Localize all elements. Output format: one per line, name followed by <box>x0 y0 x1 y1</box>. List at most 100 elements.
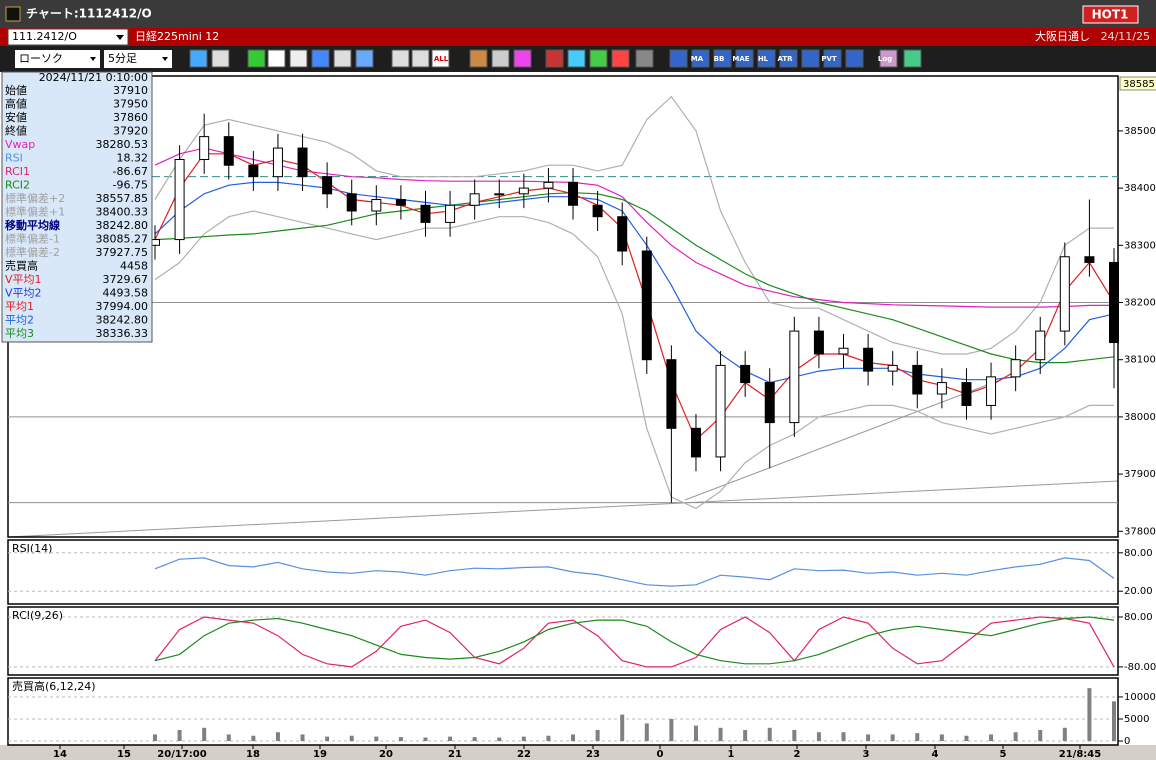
volume-bar <box>300 734 305 742</box>
y-tick-label: 0 <box>1124 736 1130 747</box>
candle-body <box>764 382 775 424</box>
x-tick-label: 22 <box>517 749 531 760</box>
candle-body <box>297 147 308 178</box>
symbol-combo[interactable] <box>7 28 129 46</box>
indicator-line <box>154 192 1115 364</box>
volume-bar <box>767 727 772 742</box>
info-label: 平均2 <box>5 314 34 327</box>
info-value: 37910 <box>113 84 148 97</box>
info-label: 売買高 <box>5 259 38 273</box>
toolbar-icon[interactable] <box>289 49 308 68</box>
indicator-line <box>154 210 1114 510</box>
volume-bar <box>743 730 748 742</box>
volume-bar <box>448 736 453 742</box>
icon-label: Log <box>878 55 892 63</box>
x-tick-label: 18 <box>246 749 260 760</box>
hot-button[interactable] <box>1082 5 1139 24</box>
hot-label: HOT1 <box>1092 8 1129 22</box>
interval: 5分足 <box>108 52 137 65</box>
symbol: 111.2412/O <box>12 30 77 43</box>
toolbar-icon[interactable] <box>903 49 922 68</box>
y-tick-label: 38400 <box>1124 183 1156 194</box>
y-tick-label: 80.00 <box>1124 612 1153 623</box>
volume-bar <box>669 718 674 742</box>
info-label: 高値 <box>5 97 27 111</box>
toolbar-icon[interactable] <box>635 49 654 68</box>
toolbar-icon[interactable] <box>669 49 688 68</box>
toolbar-icon[interactable] <box>411 49 430 68</box>
candle-body <box>690 427 701 458</box>
candle-body <box>445 204 456 223</box>
toolbar-icon[interactable] <box>801 49 820 68</box>
volume-bar <box>792 730 797 742</box>
volume-bar <box>275 732 280 742</box>
toolbar-icon[interactable] <box>823 49 842 68</box>
volume-bar <box>718 727 723 742</box>
info-label: 平均3 <box>5 327 34 340</box>
y-tick-label: 38200 <box>1124 297 1156 308</box>
pane-label: 売買高(6,12,24) <box>12 679 96 693</box>
date: 24/11/25 <box>1101 30 1150 43</box>
icon-label: ATR <box>777 55 793 63</box>
candle-body <box>248 164 259 178</box>
app-icon <box>5 6 21 22</box>
interval-combo[interactable] <box>104 50 172 68</box>
info-value: -86.67 <box>113 165 148 178</box>
info-value: 38085.27 <box>96 233 149 246</box>
toolbar-icon[interactable] <box>611 49 630 68</box>
candle-body <box>715 364 726 458</box>
volume-bar <box>693 725 698 742</box>
candle-body <box>1010 359 1021 378</box>
toolbar-icon[interactable] <box>545 49 564 68</box>
market: 大阪日通し <box>1035 29 1090 43</box>
toolbar-icon[interactable] <box>735 49 754 68</box>
toolbar-icon[interactable] <box>589 49 608 68</box>
y-tick-label: 38300 <box>1124 240 1156 251</box>
indicator-line <box>154 616 1115 668</box>
info-value: 37950 <box>113 98 148 111</box>
toolbar-icon[interactable] <box>779 49 798 68</box>
volume-bar <box>890 734 895 742</box>
price-marker <box>1119 76 1156 91</box>
toolbar-icon[interactable] <box>469 49 488 68</box>
toolbar-icon[interactable] <box>211 49 230 68</box>
toolbar-icon[interactable] <box>333 49 352 68</box>
candle-body <box>199 136 210 161</box>
info-label: 標準偏差-2 <box>5 245 60 259</box>
toolbar-icon[interactable] <box>567 49 586 68</box>
toolbar-icon[interactable] <box>431 49 450 68</box>
info-label: 始値 <box>5 83 27 97</box>
candle-body <box>568 181 579 206</box>
toolbar-icon[interactable] <box>311 49 330 68</box>
toolbar-icon[interactable] <box>355 49 374 68</box>
toolbar-icon[interactable] <box>247 49 266 68</box>
info-label: 標準偏差+1 <box>5 205 65 219</box>
pane-label: RSI(14) <box>12 542 52 555</box>
toolbar-icon[interactable] <box>879 49 898 68</box>
toolbar-icon[interactable] <box>491 49 510 68</box>
candle-body <box>1109 261 1119 344</box>
info-value: 4458 <box>120 260 148 273</box>
chart-type-combo[interactable] <box>15 50 100 68</box>
info-value: 38242.80 <box>96 219 149 232</box>
price-marker-label: 38585 <box>1123 79 1155 90</box>
volume-bar <box>177 730 182 742</box>
toolbar-icon[interactable] <box>267 49 286 68</box>
toolbar-icon[interactable] <box>189 49 208 68</box>
toolbar-icon[interactable] <box>845 49 864 68</box>
candle-body <box>740 364 751 384</box>
candle-body <box>961 382 972 406</box>
toolbar-icon[interactable] <box>691 49 710 68</box>
volume-bar <box>1013 732 1018 742</box>
icon-label: MAE <box>732 55 749 63</box>
toolbar-icon[interactable] <box>391 49 410 68</box>
candle-body <box>666 359 677 429</box>
toolbar-icon[interactable] <box>757 49 776 68</box>
x-tick-label: 5 <box>1000 749 1007 760</box>
volume-bar <box>964 735 969 742</box>
volume-bar <box>423 737 428 742</box>
x-tick-label: 2 <box>794 749 801 760</box>
toolbar-icon[interactable] <box>513 49 532 68</box>
window-title: チャート:1112412/O <box>26 7 152 21</box>
toolbar-icon[interactable] <box>713 49 732 68</box>
